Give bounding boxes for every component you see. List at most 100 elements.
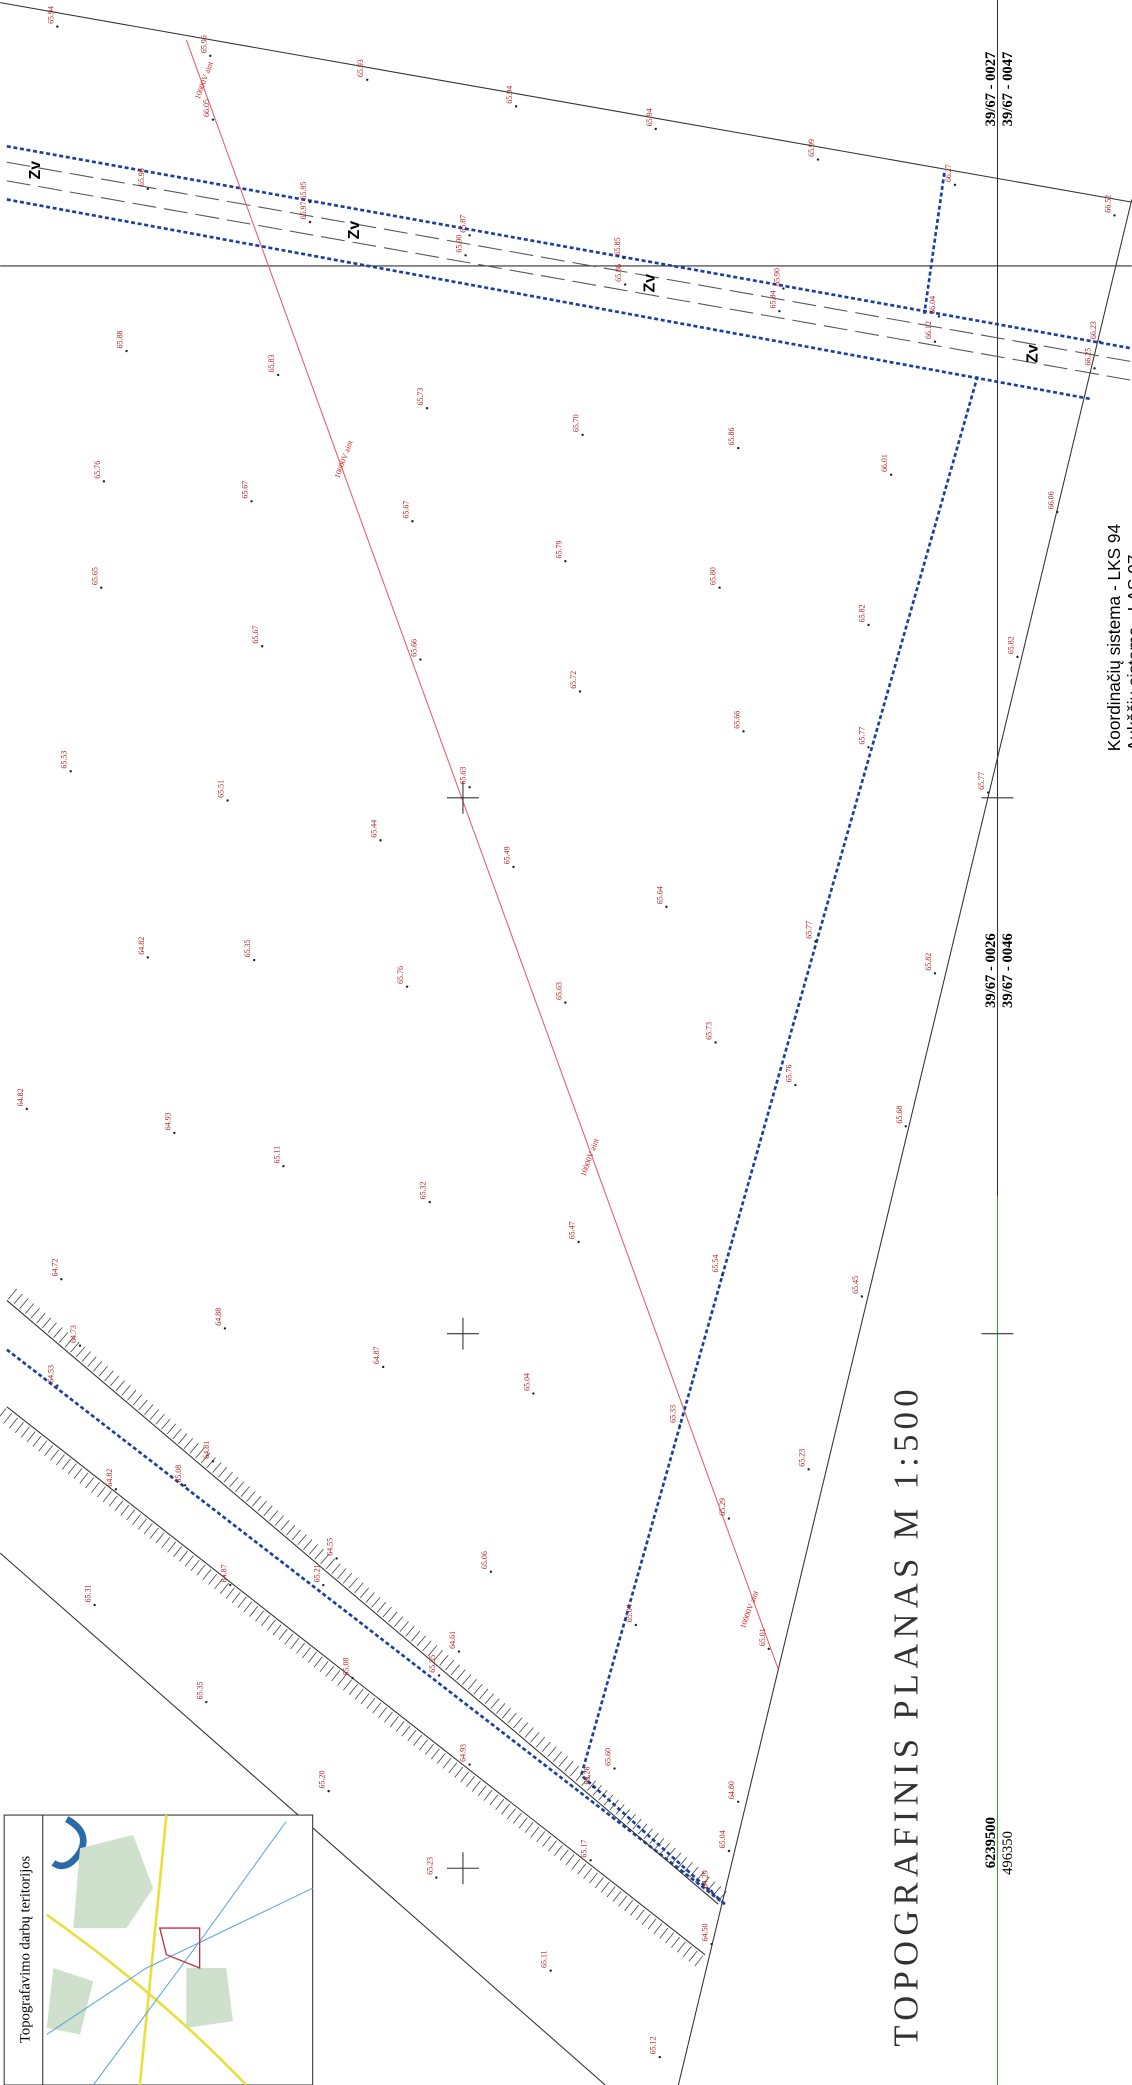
elevation-label: 64.82: [16, 1088, 25, 1106]
settlement: [46, 1835, 233, 2035]
elevation-label: 65.04: [718, 1830, 727, 1848]
elevation-dot: [782, 287, 785, 290]
elevation-dot: [78, 1344, 82, 1347]
elevation-label: 65.86: [614, 264, 623, 282]
elevation-dot: [549, 1969, 552, 1972]
parcel-labels: 39/67 - 0027 39/67 - 0047 39/67 - 0026 3…: [983, 52, 1016, 1875]
elevation-dot: [226, 799, 229, 802]
elevation-dot: [532, 1392, 535, 1395]
cross: [446, 781, 1014, 1885]
work-area: [158, 1927, 201, 1969]
elevation-dot: [282, 1164, 285, 1168]
elevation-label: 64.87: [219, 1564, 228, 1582]
elevation-label: 64.82: [105, 1469, 114, 1487]
elevation-label: 65.04: [522, 1373, 531, 1391]
elevation-label: 65.80: [709, 567, 718, 585]
elevation-dot: [710, 1889, 713, 1893]
elevation-dot: [114, 1488, 118, 1491]
elevation-label: 64.55: [326, 1538, 335, 1556]
elevation-label: 64.82: [137, 937, 146, 955]
elevation-dot: [718, 586, 721, 589]
elevation-label: 65.87: [459, 215, 468, 233]
elevation-dot: [665, 905, 668, 909]
elevation-dot: [727, 1849, 731, 1853]
elevation-dot: [1098, 340, 1102, 343]
zone-labels: Zv Zv Zv Zv: [27, 161, 1041, 363]
elevation-dot: [308, 220, 312, 224]
elevation-label: 65.32: [419, 1181, 428, 1199]
elevation-dot: [260, 645, 264, 648]
elevation-label: 65.66: [733, 711, 742, 729]
elevation-dot: [953, 183, 957, 187]
elevation-label: 65.85: [613, 237, 622, 255]
elevation-label: 66.25: [1084, 348, 1093, 366]
elevation-label: 65.35: [195, 1681, 204, 1699]
elevation-dot: [867, 746, 870, 749]
elevation-label: 65.23: [425, 1857, 434, 1875]
elevation-dot: [564, 1001, 567, 1004]
elevation-label: 65.90: [455, 235, 464, 253]
elevation-dot: [327, 1789, 330, 1793]
elevation-dot: [229, 1583, 232, 1587]
elevation-dot: [428, 1200, 431, 1204]
elevation-dot: [468, 1763, 471, 1766]
elevation-label: 65.53: [60, 751, 69, 769]
elevation-label: 65.65: [90, 567, 99, 585]
elevation-label: 65.67: [251, 626, 260, 644]
elevation-dot: [435, 1876, 438, 1879]
elevation-dot: [1016, 655, 1019, 659]
elevation-dot: [986, 791, 990, 794]
elevation-label: 65.63: [459, 767, 468, 785]
elevation-dot: [814, 940, 817, 943]
elevation-dot: [816, 158, 820, 161]
elevation-dot: [1056, 510, 1059, 514]
elevation-dot: [276, 373, 280, 377]
elevation-dot: [889, 473, 893, 476]
elevation-label: 65.76: [396, 966, 405, 984]
road-edge: [6, 1406, 706, 1956]
elevation-dot: [1093, 367, 1096, 370]
elevation-dot: [379, 839, 382, 842]
elevation-label: 65.28: [582, 1767, 591, 1785]
elevation-label: 65.60: [604, 1748, 613, 1766]
elevation-dot: [514, 105, 518, 108]
elevation-dot: [93, 1603, 96, 1607]
elevation-label: 65.66: [409, 639, 418, 657]
elevation-label: 65.94: [46, 6, 55, 24]
elevation-dot: [69, 770, 72, 773]
boundary: [677, 199, 1132, 2085]
elevation-label: 65.77: [858, 727, 867, 745]
zone-label: Zv: [346, 221, 363, 240]
elevation-label: 66.04: [928, 296, 937, 314]
elevation-dot: [623, 283, 627, 286]
elevation-label: 65.11: [540, 1950, 549, 1968]
elevation-label: 65.82: [858, 604, 867, 622]
elevation-label: 65.63: [554, 982, 563, 1000]
elevation-dot: [437, 1674, 441, 1677]
elevation-label: 65.35: [428, 1655, 437, 1673]
elevation-label: 65.94: [505, 86, 514, 104]
elevation-dot: [205, 1700, 208, 1704]
elevation-dot: [419, 658, 422, 661]
elevation-label: 65.44: [370, 820, 379, 838]
elevation-dot: [457, 1650, 461, 1653]
zone-line: [6, 198, 1091, 401]
elevation-label: 65.21: [312, 1564, 321, 1582]
elevation-label: 64.61: [448, 1631, 457, 1649]
elevation-dot: [1113, 214, 1116, 217]
elevation-label: 64.72: [50, 1259, 59, 1277]
parcel-label: 39/67 - 0026: [983, 933, 999, 1008]
elevation-label: 65.88: [116, 330, 125, 348]
elevation-dot: [613, 1767, 616, 1770]
elevation-dot: [867, 623, 870, 627]
elevation-dot: [250, 500, 253, 503]
elevation-label: 65.45: [851, 1276, 860, 1294]
zone-line: [923, 172, 946, 315]
elevation-label: 65.06: [480, 1551, 489, 1569]
elevation-label: 65.94: [645, 108, 654, 126]
elevation-label: 65.84: [768, 291, 777, 309]
elevation-dot: [252, 958, 256, 962]
elevation-label: 65.08: [342, 1658, 351, 1676]
elevation-label: 65.95: [299, 182, 308, 200]
